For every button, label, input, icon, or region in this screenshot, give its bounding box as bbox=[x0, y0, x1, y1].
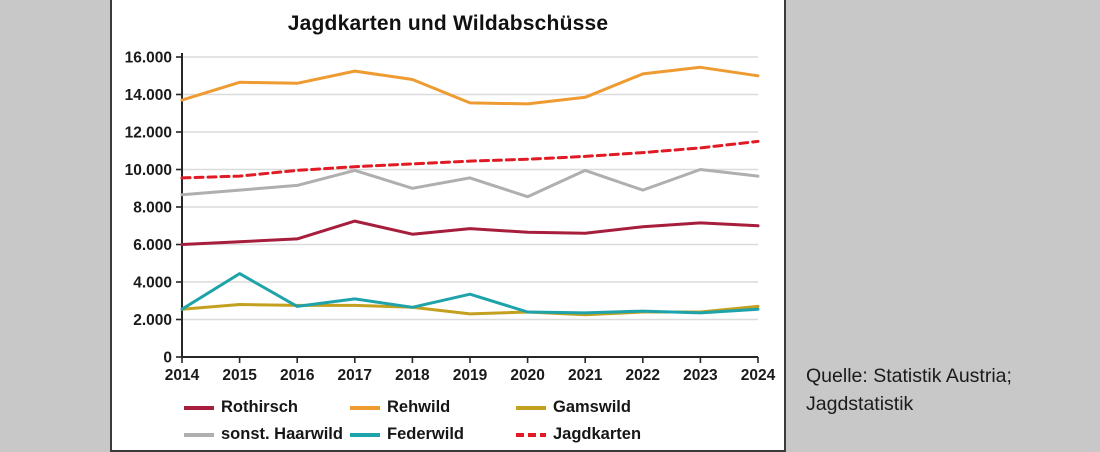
legend-swatch-jagdkarten bbox=[516, 432, 546, 437]
svg-text:2021: 2021 bbox=[568, 367, 603, 384]
chart-legend: Rothirsch Rehwild Gamswild sonst. Haarwi… bbox=[184, 394, 686, 448]
svg-text:2016: 2016 bbox=[280, 367, 315, 384]
svg-text:12.000: 12.000 bbox=[125, 125, 172, 142]
source-caption-line2: Jagdstatistik bbox=[806, 393, 914, 416]
legend-label: Rothirsch bbox=[221, 398, 299, 416]
svg-text:0: 0 bbox=[163, 350, 172, 367]
legend-swatch-federwild bbox=[350, 432, 380, 437]
svg-text:10.000: 10.000 bbox=[125, 162, 172, 179]
svg-text:4.000: 4.000 bbox=[133, 275, 172, 292]
svg-text:2018: 2018 bbox=[395, 367, 430, 384]
legend-label: sonst. Haarwild bbox=[221, 425, 343, 443]
svg-text:2020: 2020 bbox=[510, 367, 544, 384]
legend-swatch-rothirsch bbox=[184, 405, 214, 410]
chart-title: Jagdkarten und Wildabschüsse bbox=[287, 12, 609, 35]
source-caption: Quelle: Statistik Austria; Jagdstatistik bbox=[806, 362, 1012, 419]
source-caption-line1: Quelle: Statistik Austria; bbox=[806, 365, 1012, 387]
svg-text:6.000: 6.000 bbox=[133, 237, 172, 254]
legend-label: Gamswild bbox=[553, 398, 631, 416]
chart-panel: 0 2.000 4.000 6.000 8.000 10.000 12.000 14.000 1… bbox=[110, 0, 786, 452]
svg-text:2015: 2015 bbox=[222, 367, 257, 384]
legend-item-federwild: Federwild bbox=[350, 425, 516, 444]
legend-swatch-rehwild bbox=[350, 405, 380, 410]
legend-item-rehwild: Rehwild bbox=[350, 398, 516, 417]
svg-text:2022: 2022 bbox=[626, 367, 660, 384]
legend-label: Federwild bbox=[387, 425, 465, 443]
legend-label: Jagdkarten bbox=[553, 425, 642, 443]
legend-item-gamswild: Gamswild bbox=[516, 398, 686, 417]
svg-text:2.000: 2.000 bbox=[133, 312, 172, 329]
svg-text:2023: 2023 bbox=[683, 367, 718, 384]
line-chart-canvas: 0 2.000 4.000 6.000 8.000 10.000 12.000 14.000 1… bbox=[125, 50, 776, 385]
svg-text:16.000: 16.000 bbox=[125, 50, 172, 67]
svg-text:8.000: 8.000 bbox=[133, 200, 172, 217]
svg-text:2024: 2024 bbox=[741, 367, 776, 384]
svg-text:14.000: 14.000 bbox=[125, 87, 172, 104]
legend-item-sonst-haarwild: sonst. Haarwild bbox=[184, 425, 350, 444]
legend-swatch-sonst-haarwild bbox=[184, 432, 214, 437]
svg-text:2017: 2017 bbox=[338, 367, 372, 384]
svg-text:2014: 2014 bbox=[165, 367, 200, 384]
legend-item-jagdkarten: Jagdkarten bbox=[516, 425, 686, 444]
legend-item-rothirsch: Rothirsch bbox=[184, 398, 350, 417]
legend-swatch-gamswild bbox=[516, 405, 546, 410]
legend-label: Rehwild bbox=[387, 398, 451, 416]
svg-text:2019: 2019 bbox=[453, 367, 488, 384]
